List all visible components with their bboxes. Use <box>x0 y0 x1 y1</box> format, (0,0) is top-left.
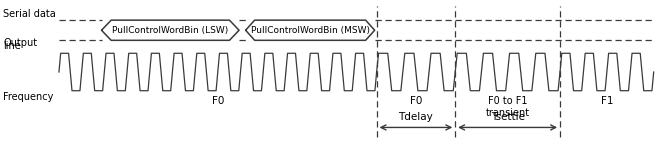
Text: line: line <box>3 41 21 51</box>
Text: PullControlWordBin (LSW): PullControlWordBin (LSW) <box>112 26 229 35</box>
Text: F0 to F1
transient: F0 to F1 transient <box>485 96 530 118</box>
Text: F0: F0 <box>410 96 422 106</box>
Text: Serial data: Serial data <box>3 9 56 19</box>
Text: Output: Output <box>3 38 37 48</box>
Text: Tsettle: Tsettle <box>491 112 525 122</box>
Text: Tdelay: Tdelay <box>398 112 434 122</box>
Text: Frequency: Frequency <box>3 92 54 102</box>
Text: F1: F1 <box>601 96 614 106</box>
Text: F0: F0 <box>212 96 224 106</box>
Text: PullControlWordBin (MSW): PullControlWordBin (MSW) <box>251 26 369 35</box>
